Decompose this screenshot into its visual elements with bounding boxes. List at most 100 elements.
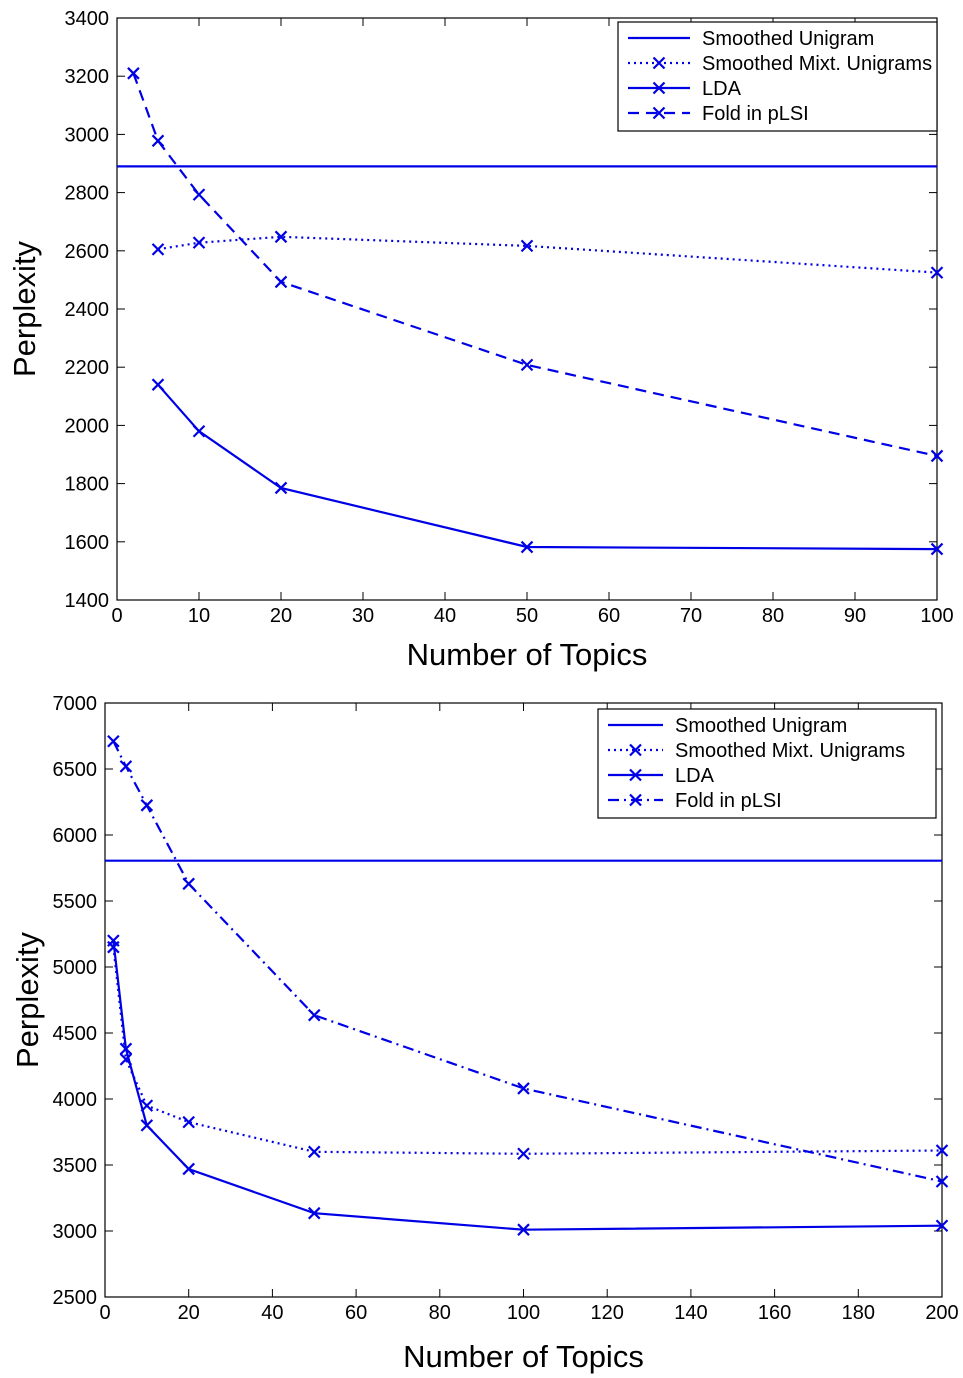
data-point xyxy=(274,481,288,495)
data-point xyxy=(935,1144,949,1157)
data-point xyxy=(517,1147,530,1161)
x-tick-label: 10 xyxy=(188,605,210,627)
legend-marker xyxy=(629,768,642,782)
legend-entry: Smoothed Mixt. Unigrams xyxy=(702,53,932,75)
y-tick-label: 4000 xyxy=(53,1089,98,1111)
y-tick-label: 2200 xyxy=(65,357,110,379)
y-tick-label: 4500 xyxy=(53,1023,98,1045)
x-axis-label: Number of Topics xyxy=(407,637,648,672)
x-tick-label: 40 xyxy=(434,605,456,627)
legend-entry: LDA xyxy=(675,765,715,787)
data-point xyxy=(520,358,534,372)
legend-entry: Smoothed Mixt. Unigrams xyxy=(675,740,905,762)
legend-entry: Fold in pLSI xyxy=(702,103,809,125)
x-tick-label: 120 xyxy=(591,1302,624,1324)
data-point xyxy=(520,239,534,253)
data-point xyxy=(192,236,206,249)
x-tick-label: 20 xyxy=(270,605,292,627)
x-tick-label: 80 xyxy=(429,1302,451,1324)
data-point xyxy=(307,1008,321,1022)
data-point xyxy=(182,1162,195,1176)
data-point xyxy=(151,243,165,256)
y-tick-label: 6000 xyxy=(53,825,98,847)
y-tick-label: 3500 xyxy=(53,1155,98,1177)
y-tick-label: 3200 xyxy=(65,66,110,88)
y-tick-label: 3400 xyxy=(65,8,110,30)
data-point xyxy=(930,542,944,556)
data-point xyxy=(119,760,133,773)
x-tick-label: 100 xyxy=(507,1302,540,1324)
y-axis-label: Perplexity xyxy=(7,240,42,377)
data-point xyxy=(151,134,165,148)
data-point xyxy=(930,266,944,279)
legend-entry: Smoothed Unigram xyxy=(675,715,847,737)
y-tick-label: 1400 xyxy=(65,590,110,612)
legend-marker xyxy=(629,793,642,807)
series-line-lda xyxy=(157,383,938,551)
data-point xyxy=(930,449,944,463)
y-tick-label: 1800 xyxy=(65,474,110,496)
chart-bottom: 0 20 40 60 80 100 120 140 160 180 200 2500 3000 3500 4… xyxy=(10,693,959,1374)
legend-marker xyxy=(652,106,666,120)
data-point xyxy=(517,1082,530,1095)
data-point xyxy=(182,877,195,891)
y-tick-label: 2500 xyxy=(53,1287,98,1309)
x-tick-label: 60 xyxy=(598,605,620,627)
data-point xyxy=(274,275,288,289)
y-tick-label: 2000 xyxy=(65,415,110,437)
legend-entry: Fold in pLSI xyxy=(675,790,782,812)
data-point xyxy=(151,378,165,391)
data-point xyxy=(119,1042,133,1056)
x-tick-label: 20 xyxy=(178,1302,200,1324)
y-tick-label: 5500 xyxy=(53,891,98,913)
y-tick-label: 7000 xyxy=(53,693,98,715)
x-tick-label: 60 xyxy=(345,1302,367,1324)
x-tick-label: 50 xyxy=(516,605,538,627)
series-line-smoothed-mixt-unigrams xyxy=(157,235,938,274)
legend-entry: Smoothed Unigram xyxy=(702,28,874,50)
x-tick-label: 160 xyxy=(758,1302,791,1324)
data-point xyxy=(935,1175,949,1188)
series-line-fold-in-plsi xyxy=(132,72,938,458)
x-tick-label: 0 xyxy=(99,1302,110,1324)
y-tick-label: 3000 xyxy=(53,1221,98,1243)
legend-marker xyxy=(652,81,666,95)
legend-entry: LDA xyxy=(702,78,742,100)
chart-top: 0 10 20 30 40 50 60 70 80 90 100 1400 1600 1800 2000 22… xyxy=(7,8,954,672)
x-tick-label: 0 xyxy=(111,605,122,627)
y-tick-label: 5000 xyxy=(53,957,98,979)
x-tick-label: 180 xyxy=(842,1302,875,1324)
data-point xyxy=(192,188,206,201)
legend-marker xyxy=(652,56,666,70)
y-tick-label: 3000 xyxy=(65,124,110,146)
x-tick-label: 70 xyxy=(680,605,702,627)
data-point xyxy=(182,1115,195,1129)
series-line-smoothed-mixt-unigrams xyxy=(112,947,943,1155)
data-point xyxy=(307,1145,321,1159)
data-point xyxy=(107,735,120,748)
data-point xyxy=(107,934,120,947)
data-point xyxy=(274,230,288,244)
legend: Smoothed Unigram Smoothed Mixt. Unigrams L… xyxy=(597,708,937,819)
data-point xyxy=(307,1206,321,1220)
x-tick-label: 140 xyxy=(674,1302,707,1324)
data-point xyxy=(140,799,154,812)
y-axis-label: Perplexity xyxy=(10,931,45,1068)
data-point xyxy=(520,540,534,554)
x-tick-label: 90 xyxy=(844,605,866,627)
data-point xyxy=(127,67,140,80)
y-tick-label: 1600 xyxy=(65,532,110,554)
data-point xyxy=(140,1119,154,1132)
x-tick-label: 40 xyxy=(261,1302,283,1324)
legend-marker xyxy=(629,743,642,757)
y-tick-label: 2400 xyxy=(65,299,110,321)
data-point xyxy=(517,1223,530,1236)
legend: Smoothed Unigram Smoothed Mixt. Unigrams L… xyxy=(617,21,938,132)
x-tick-label: 30 xyxy=(352,605,374,627)
x-axis-label: Number of Topics xyxy=(403,1339,644,1374)
data-point xyxy=(192,424,206,438)
x-tick-label: 200 xyxy=(925,1302,958,1324)
y-tick-label: 6500 xyxy=(53,759,98,781)
x-tick-label: 100 xyxy=(920,605,953,627)
